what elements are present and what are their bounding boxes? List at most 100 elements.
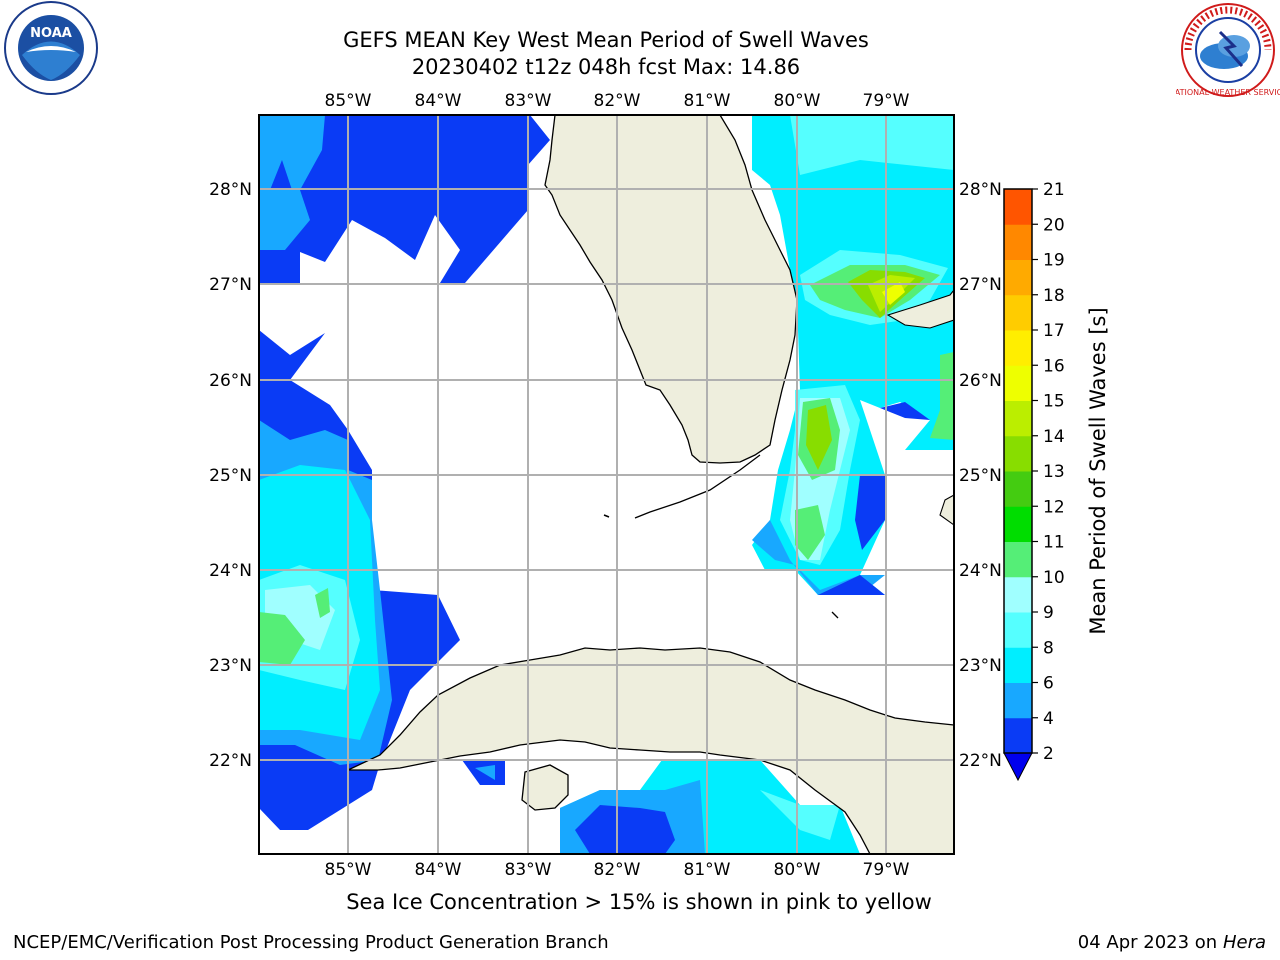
florida-keys bbox=[634, 454, 761, 519]
lat-label-left: 27°N bbox=[209, 275, 252, 295]
lon-label-bottom: 83°W bbox=[505, 860, 552, 880]
colorbar: 2 4 6 8 9 10 11 12 13 14 15 16 17 18 19 20 21 Mean Perio… bbox=[1003, 180, 1110, 782]
lat-label-right: 28°N bbox=[959, 180, 1002, 200]
grand-bahama-land bbox=[886, 289, 954, 329]
colorbar-segment bbox=[1004, 189, 1032, 225]
map-frame bbox=[258, 114, 955, 855]
lon-label-top: 81°W bbox=[684, 91, 731, 111]
graticule bbox=[259, 115, 954, 854]
colorbar-segment bbox=[1004, 294, 1032, 331]
colorbar-tick-label: 20 bbox=[1043, 215, 1065, 235]
lon-label-top: 84°W bbox=[415, 91, 462, 111]
lat-label-right: 26°N bbox=[959, 371, 1002, 391]
swell-region-west-green bbox=[259, 612, 305, 665]
footer-credit: NCEP/EMC/Verification Post Processing Pr… bbox=[13, 932, 609, 953]
swell-region-straits-green2 bbox=[795, 505, 825, 560]
nws-logo-text: NATIONAL WEATHER SERVICE bbox=[1176, 88, 1280, 97]
colorbar-segment bbox=[1004, 435, 1032, 472]
lat-label-left: 23°N bbox=[209, 656, 252, 676]
colorbar-segment bbox=[1004, 330, 1032, 366]
dry-tortugas bbox=[603, 514, 610, 518]
swell-region-isle-mid bbox=[475, 765, 495, 780]
lon-label-top: 83°W bbox=[505, 91, 552, 111]
lon-label-bottom: 80°W bbox=[774, 860, 821, 880]
lon-label-bottom: 81°W bbox=[684, 860, 731, 880]
chart-title: GEFS MEAN Key West Mean Period of Swell … bbox=[343, 28, 869, 52]
noaa-logo-text: NOAA bbox=[30, 26, 72, 41]
swell-period-field bbox=[259, 115, 954, 854]
colorbar-tick-label: 11 bbox=[1043, 533, 1065, 553]
cuba-land bbox=[347, 647, 954, 854]
colorbar-tick-label: 8 bbox=[1043, 638, 1054, 658]
colorbar-extend-triangle bbox=[1003, 752, 1033, 782]
swell-region-straits-yellowgreen bbox=[806, 405, 832, 470]
swell-region-east-bahamas-green bbox=[930, 352, 954, 440]
colorbar-segment bbox=[1004, 506, 1032, 542]
colorbar-segment bbox=[1004, 576, 1032, 613]
colorbar-tick-label: 19 bbox=[1043, 251, 1065, 271]
andros-land bbox=[939, 494, 954, 526]
colorbar-tick-label: 12 bbox=[1043, 497, 1065, 517]
swell-region-nw-light bbox=[259, 115, 325, 250]
colorbar-tick-label: 16 bbox=[1043, 356, 1065, 376]
colorbar-segment bbox=[1004, 541, 1032, 578]
colorbar-segment bbox=[1004, 259, 1032, 296]
noaa-logo: NOAA bbox=[0, 0, 110, 104]
lon-label-bottom: 85°W bbox=[325, 860, 372, 880]
cay-sal bbox=[831, 611, 839, 619]
colorbar-tick-label: 10 bbox=[1043, 568, 1065, 588]
footer-machine: Hera bbox=[1222, 932, 1266, 953]
colorbar-tick-label: 9 bbox=[1043, 603, 1054, 623]
colorbar-tick-label: 13 bbox=[1043, 462, 1065, 482]
lat-label-left: 26°N bbox=[209, 371, 252, 391]
lat-label-left: 25°N bbox=[209, 466, 252, 486]
chart-subtitle: 20230402 t12z 048h fcst Max: 14.86 bbox=[411, 55, 801, 79]
lon-label-top: 85°W bbox=[325, 91, 372, 111]
colorbar-tick-label: 14 bbox=[1043, 427, 1065, 447]
colorbar-segment bbox=[1004, 400, 1032, 437]
colorbar-segment bbox=[1004, 471, 1032, 507]
swell-region-west-green2 bbox=[315, 588, 330, 618]
colorbar-tick-label: 4 bbox=[1043, 709, 1054, 729]
lon-label-bottom: 82°W bbox=[594, 860, 641, 880]
colorbar-segment bbox=[1004, 612, 1032, 648]
colorbar-tick-label: 6 bbox=[1043, 674, 1054, 694]
colorbar-segment bbox=[1004, 365, 1032, 401]
swell-region-south-dark bbox=[575, 805, 675, 854]
swell-region-south-light bbox=[760, 790, 840, 840]
florida-land bbox=[544, 115, 798, 464]
colorbar-tick-label: 17 bbox=[1043, 321, 1065, 341]
colorbar-segment bbox=[1004, 682, 1032, 719]
lat-label-right: 25°N bbox=[959, 466, 1002, 486]
lat-label-right: 27°N bbox=[959, 275, 1002, 295]
swell-region-straits-dark2 bbox=[855, 475, 885, 550]
colorbar-tick-label: 21 bbox=[1043, 180, 1065, 200]
swell-region-bahamas-dark bbox=[880, 402, 930, 420]
lon-label-bottom: 84°W bbox=[415, 860, 462, 880]
swell-region-east-ne-max bbox=[882, 282, 905, 305]
lat-label-right: 23°N bbox=[959, 656, 1002, 676]
colorbar-tick-label: 18 bbox=[1043, 286, 1065, 306]
sea-ice-note: Sea Ice Concentration > 15% is shown in … bbox=[346, 890, 932, 914]
colorbar-label: Mean Period of Swell Waves [s] bbox=[1086, 307, 1110, 634]
lat-label-right: 22°N bbox=[959, 751, 1002, 771]
nws-logo: NATIONAL WEATHER SERVICE bbox=[1169, 0, 1280, 104]
lat-label-left: 24°N bbox=[209, 561, 252, 581]
colorbar-segment bbox=[1004, 647, 1032, 683]
lon-label-top: 80°W bbox=[774, 91, 821, 111]
swell-region-nw bbox=[259, 115, 550, 283]
colorbar-tick-label: 2 bbox=[1043, 744, 1054, 764]
lat-label-left: 28°N bbox=[209, 180, 252, 200]
lon-label-bottom: 79°W bbox=[863, 860, 910, 880]
lon-label-top: 79°W bbox=[863, 91, 910, 111]
colorbar-segment bbox=[1004, 224, 1032, 260]
lon-label-top: 82°W bbox=[594, 91, 641, 111]
colorbar-tick-label: 15 bbox=[1043, 392, 1065, 412]
swell-region-straits-edge bbox=[752, 520, 885, 595]
lat-label-right: 24°N bbox=[959, 561, 1002, 581]
colorbar-segment bbox=[1004, 717, 1032, 754]
footer-date-text: 04 Apr 2023 on bbox=[1077, 932, 1223, 953]
isla-juventud-land bbox=[521, 764, 569, 811]
swell-region-straits-dark bbox=[818, 575, 885, 595]
